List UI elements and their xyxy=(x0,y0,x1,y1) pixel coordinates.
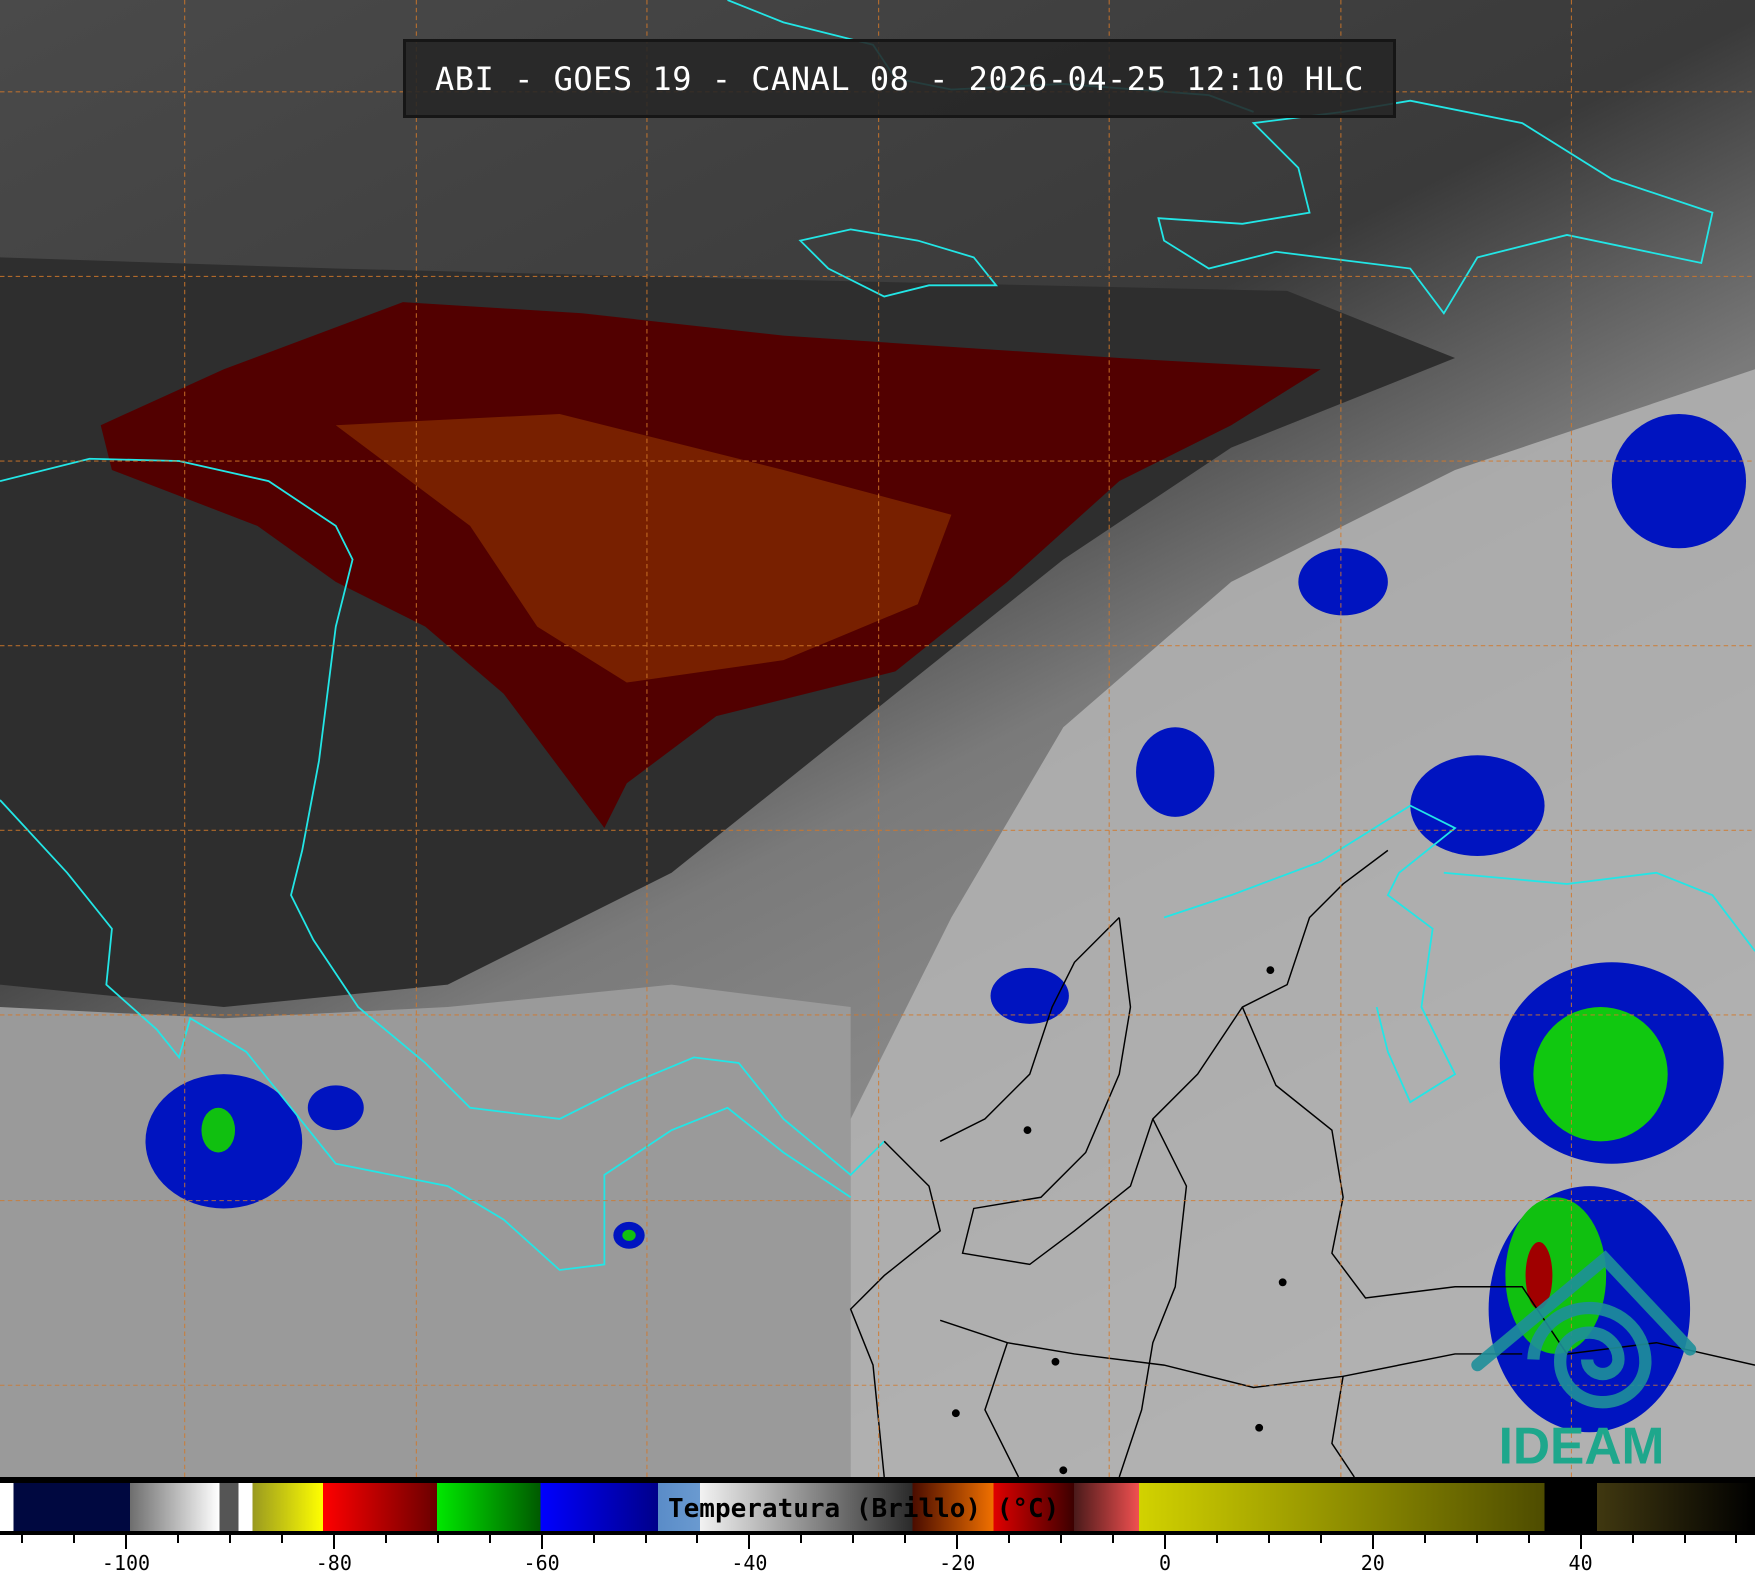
minor-tick xyxy=(1112,1535,1115,1543)
minor-tick xyxy=(592,1535,595,1543)
minor-tick xyxy=(176,1535,179,1543)
tick-label: -60 xyxy=(523,1551,560,1575)
tick-label: -80 xyxy=(315,1551,352,1575)
tick-label: 20 xyxy=(1360,1551,1385,1575)
tick-label: 0 xyxy=(1158,1551,1172,1575)
major-tick xyxy=(332,1535,335,1549)
colorbar-scale xyxy=(0,1483,1755,1531)
minor-tick xyxy=(1423,1535,1426,1543)
minor-tick xyxy=(800,1535,803,1543)
minor-tick xyxy=(1631,1535,1634,1543)
minor-tick xyxy=(696,1535,699,1543)
major-tick xyxy=(1579,1535,1582,1549)
lat-lon-gridlines xyxy=(0,0,1755,1477)
minor-tick xyxy=(1008,1535,1011,1543)
minor-tick xyxy=(280,1535,283,1543)
minor-tick xyxy=(1215,1535,1218,1543)
minor-tick xyxy=(73,1535,76,1543)
political-borders xyxy=(849,849,1755,1477)
minor-tick xyxy=(228,1535,231,1543)
colorbar-axis: -100 -80 -60 -40 -20 0 20 40 xyxy=(0,1535,1755,1577)
light-cloud-southwest xyxy=(0,984,851,1477)
major-tick xyxy=(956,1535,959,1549)
logo-text: IDEAM xyxy=(1499,1417,1665,1475)
minor-tick xyxy=(436,1535,439,1543)
spiral-icon xyxy=(1527,1301,1652,1409)
minor-tick xyxy=(904,1535,907,1543)
minor-tick xyxy=(1060,1535,1063,1543)
tick-label: -20 xyxy=(939,1551,976,1575)
minor-tick xyxy=(384,1535,387,1543)
minor-tick xyxy=(1527,1535,1530,1543)
minor-tick xyxy=(1319,1535,1322,1543)
city-markers xyxy=(951,966,1287,1475)
colorbar-label: Temperatura (Brillo) (°C) xyxy=(668,1494,1060,1524)
minor-tick xyxy=(852,1535,855,1543)
minor-tick xyxy=(644,1535,647,1543)
tick-label: -40 xyxy=(731,1551,768,1575)
ideam-logo: IDEAM xyxy=(1471,1250,1697,1475)
image-title: ABI - GOES 19 - CANAL 08 - 2026-04-25 12… xyxy=(435,59,1364,98)
temperature-colorbar xyxy=(0,1477,1755,1535)
minor-tick xyxy=(21,1535,24,1543)
minor-tick xyxy=(1475,1535,1478,1543)
major-tick xyxy=(1164,1535,1166,1549)
major-tick xyxy=(125,1535,127,1549)
satellite-map: IDEAM xyxy=(0,0,1755,1477)
minor-tick xyxy=(1735,1535,1738,1543)
major-tick xyxy=(540,1535,543,1549)
tick-label: -100 xyxy=(101,1551,151,1575)
cold-cloud-core xyxy=(335,414,952,683)
title-banner: ABI - GOES 19 - CANAL 08 - 2026-04-25 12… xyxy=(403,39,1396,118)
tick-label: 40 xyxy=(1568,1551,1593,1575)
major-tick xyxy=(748,1535,751,1549)
minor-tick xyxy=(1683,1535,1686,1543)
major-tick xyxy=(1371,1535,1374,1549)
minor-tick xyxy=(1267,1535,1270,1543)
minor-tick xyxy=(488,1535,491,1543)
